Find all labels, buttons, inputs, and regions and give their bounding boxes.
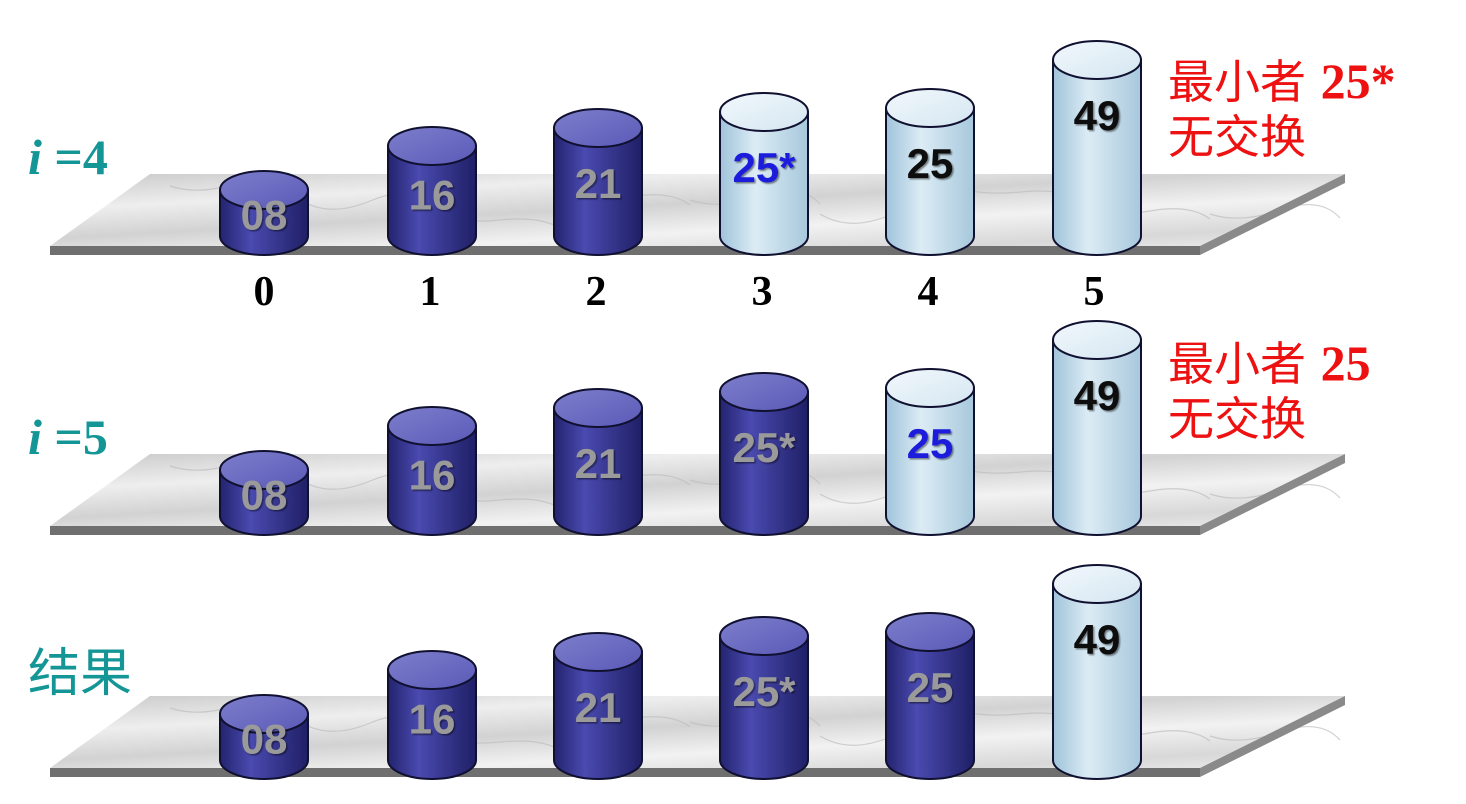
index-label-3: 3 <box>751 269 773 315</box>
note-no-swap: 无交换 <box>1168 110 1306 164</box>
index-label-4: 4 <box>917 269 939 315</box>
note-i5: 最小者 25 无交换 <box>1168 338 1371 450</box>
note-prefix: 最小者 <box>1168 55 1321 109</box>
cell-value: 16 <box>409 172 456 219</box>
cell-value: 21 <box>575 160 622 207</box>
cell-value: 25* <box>732 424 796 471</box>
cell-value: 16 <box>409 452 456 499</box>
array-cell-cylinder: 25* <box>719 92 809 256</box>
row-label-var: i <box>28 409 42 465</box>
array-cell-cylinder: 25* <box>719 616 809 780</box>
row-label-value: =5 <box>41 409 108 465</box>
cell-value: 49 <box>1074 372 1121 419</box>
cell-value: 08 <box>241 715 288 762</box>
array-cell-cylinder: 25 <box>885 88 975 256</box>
array-cell-cylinder: 25 <box>885 612 975 780</box>
index-label-5: 5 <box>1083 269 1105 315</box>
array-cell-cylinder: 49 <box>1052 564 1142 780</box>
row-label-i4: i =4 <box>28 132 108 182</box>
marble-platform <box>50 174 1345 255</box>
cell-value: 25 <box>907 140 954 187</box>
array-cell-cylinder: 25* <box>719 372 809 536</box>
row-label-var: i <box>28 129 42 185</box>
cell-value: 08 <box>241 191 288 238</box>
cell-value: 21 <box>575 684 622 731</box>
cell-value: 49 <box>1074 92 1121 139</box>
array-cell-cylinder: 08 <box>219 450 309 536</box>
cell-value: 25 <box>907 420 954 467</box>
array-cell-cylinder: 49 <box>1052 40 1142 256</box>
cell-value: 25 <box>907 664 954 711</box>
index-label-1: 1 <box>419 269 441 315</box>
index-label-2: 2 <box>585 269 607 315</box>
array-cell-cylinder: 21 <box>553 632 643 780</box>
note-no-swap: 无交换 <box>1168 392 1306 446</box>
array-cell-cylinder: 16 <box>387 650 477 780</box>
note-minimum-value: 25* <box>1320 53 1396 109</box>
array-cell-cylinder: 21 <box>553 388 643 536</box>
note-i4: 最小者 25* 无交换 <box>1168 56 1396 168</box>
index-label-0: 0 <box>253 269 275 315</box>
cell-value: 21 <box>575 440 622 487</box>
cell-value: 25* <box>732 668 796 715</box>
row-label-result: 结果 <box>28 644 133 704</box>
array-cell-cylinder: 08 <box>219 170 309 256</box>
array-cell-cylinder: 08 <box>219 694 309 780</box>
array-cell-cylinder: 49 <box>1052 320 1142 536</box>
row-label-i5: i =5 <box>28 412 108 462</box>
array-cell-cylinder: 25 <box>885 368 975 536</box>
cell-value: 25* <box>732 144 796 191</box>
array-cell-cylinder: 21 <box>553 108 643 256</box>
note-prefix: 最小者 <box>1168 337 1321 391</box>
cell-value: 49 <box>1074 616 1121 663</box>
note-minimum-value: 25 <box>1320 335 1371 391</box>
cell-value: 16 <box>409 696 456 743</box>
row-label-value: =4 <box>41 129 108 185</box>
array-cell-cylinder: 16 <box>387 406 477 536</box>
array-cell-cylinder: 16 <box>387 126 477 256</box>
cell-value: 08 <box>241 471 288 518</box>
marble-platform <box>50 454 1345 535</box>
